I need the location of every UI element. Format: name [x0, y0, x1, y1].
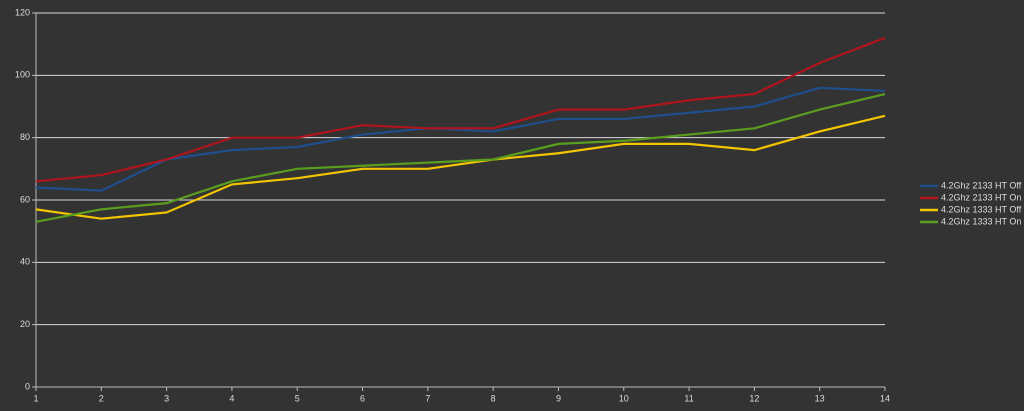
legend-label: 4.2Ghz 2133 HT Off — [941, 180, 1022, 190]
x-tick-label: 3 — [164, 393, 169, 403]
x-tick-label: 9 — [556, 393, 561, 403]
series-line — [35, 86, 886, 192]
series-line — [35, 36, 886, 183]
legend-label: 4.2Ghz 2133 HT On — [941, 192, 1021, 202]
series-line — [35, 92, 886, 223]
y-tick-label: 0 — [25, 381, 30, 391]
x-tick-label: 14 — [880, 393, 890, 403]
x-tick-label: 6 — [360, 393, 365, 403]
x-tick-label: 12 — [749, 393, 759, 403]
x-tick-label: 7 — [425, 393, 430, 403]
y-tick-label: 60 — [20, 194, 30, 204]
legend-label: 4.2Ghz 1333 HT On — [941, 216, 1021, 226]
x-tick-label: 4 — [229, 393, 234, 403]
legend-label: 4.2Ghz 1333 HT Off — [941, 204, 1022, 214]
series-line — [35, 114, 886, 220]
x-tick-label: 13 — [815, 393, 825, 403]
x-tick-label: 11 — [684, 393, 693, 403]
x-tick-label: 10 — [619, 393, 629, 403]
y-tick-label: 20 — [20, 319, 30, 329]
x-tick-label: 1 — [33, 393, 38, 403]
y-tick-label: 100 — [15, 70, 30, 80]
x-tick-label: 8 — [491, 393, 496, 403]
y-tick-label: 120 — [15, 7, 30, 17]
y-tick-label: 40 — [20, 257, 30, 267]
x-tick-label: 2 — [99, 393, 104, 403]
x-tick-label: 5 — [295, 393, 300, 403]
y-tick-label: 80 — [20, 132, 30, 142]
